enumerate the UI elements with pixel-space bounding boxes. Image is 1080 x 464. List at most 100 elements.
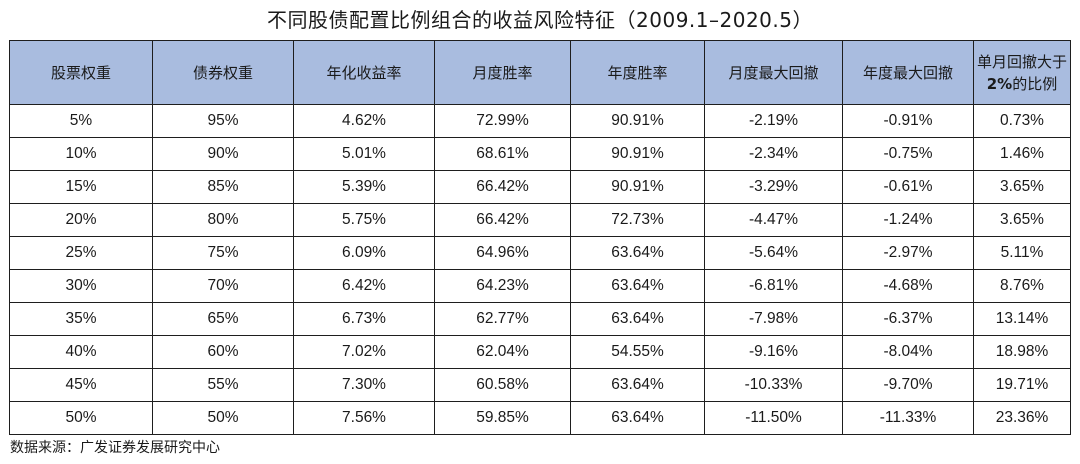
cell-monthly-max-drawdown: -5.64% [704,236,843,270]
table-row: 5% 95% 4.62% 72.99% 90.91% -2.19% -0.91% 0.73% [9,104,1071,138]
cell-bond-weight: 80% [152,203,294,237]
cell-annual-win-rate: 63.64% [570,302,705,336]
cell-monthly-max-drawdown: -9.16% [704,335,843,369]
header-monthly-win-rate: 月度胜率 [434,40,571,105]
header-monthly-max-drawdown: 月度最大回撤 [704,40,843,105]
cell-annual-win-rate: 72.73% [570,203,705,237]
cell-annual-return: 7.02% [293,335,435,369]
cell-annual-return: 5.75% [293,203,435,237]
cell-stock-weight: 10% [9,137,153,171]
table-row: 25% 75% 6.09% 64.96% 63.64% -5.64% -2.97% 5.11% [9,236,1071,270]
cell-monthly-max-drawdown: -2.34% [704,137,843,171]
cell-monthly-win-rate: 64.96% [434,236,571,270]
header-last-bold: 2% [986,74,1013,93]
header-annual-max-drawdown: 年度最大回撤 [842,40,974,105]
cell-drawdown-over-2pct-ratio: 5.11% [973,236,1071,270]
cell-stock-weight: 30% [9,269,153,303]
table-row: 40% 60% 7.02% 62.04% 54.55% -9.16% -8.04% 18.98… [9,335,1071,369]
cell-stock-weight: 35% [9,302,153,336]
cell-annual-win-rate: 63.64% [570,401,705,435]
cell-monthly-win-rate: 64.23% [434,269,571,303]
cell-annual-return: 6.42% [293,269,435,303]
cell-stock-weight: 40% [9,335,153,369]
cell-bond-weight: 60% [152,335,294,369]
cell-annual-max-drawdown: -2.97% [842,236,974,270]
cell-annual-return: 6.73% [293,302,435,336]
cell-annual-max-drawdown: -8.04% [842,335,974,369]
cell-annual-return: 4.62% [293,104,435,138]
allocation-table: 股票权重 债券权重 年化收益率 月度胜率 年度胜率 月度最大回撤 年度最大回撤 … [9,40,1071,435]
header-last-rest: 的比例 [1012,74,1058,93]
table-row: 15% 85% 5.39% 66.42% 90.91% -3.29% -0.61% 3.65% [9,170,1071,204]
cell-monthly-max-drawdown: -4.47% [704,203,843,237]
cell-drawdown-over-2pct-ratio: 3.65% [973,203,1071,237]
cell-monthly-win-rate: 62.04% [434,335,571,369]
cell-annual-max-drawdown: -4.68% [842,269,974,303]
cell-annual-win-rate: 63.64% [570,236,705,270]
header-annual-return: 年化收益率 [293,40,435,105]
cell-bond-weight: 95% [152,104,294,138]
cell-drawdown-over-2pct-ratio: 3.65% [973,170,1071,204]
cell-annual-win-rate: 63.64% [570,269,705,303]
table-header: 股票权重 债券权重 年化收益率 月度胜率 年度胜率 月度最大回撤 年度最大回撤 … [9,40,1071,105]
header-annual-win-rate: 年度胜率 [570,40,705,105]
table-row: 30% 70% 6.42% 64.23% 63.64% -6.81% -4.68% 8.76% [9,269,1071,303]
table-row: 10% 90% 5.01% 68.61% 90.91% -2.34% -0.75% 1.46% [9,137,1071,171]
header-stock-weight: 股票权重 [9,40,153,105]
cell-drawdown-over-2pct-ratio: 13.14% [973,302,1071,336]
cell-bond-weight: 90% [152,137,294,171]
cell-drawdown-over-2pct-ratio: 1.46% [973,137,1071,171]
header-bond-weight: 债券权重 [152,40,294,105]
cell-monthly-max-drawdown: -2.19% [704,104,843,138]
table-row: 45% 55% 7.30% 60.58% 63.64% -10.33% -9.70% 19.7… [9,368,1071,402]
cell-monthly-win-rate: 62.77% [434,302,571,336]
header-last-line1: 单月回撤大于 [976,52,1067,71]
cell-annual-max-drawdown: -0.61% [842,170,974,204]
cell-bond-weight: 75% [152,236,294,270]
cell-annual-return: 7.30% [293,368,435,402]
cell-annual-win-rate: 90.91% [570,137,705,171]
cell-annual-return: 5.01% [293,137,435,171]
table-row: 50% 50% 7.56% 59.85% 63.64% -11.50% -11.33% 23.… [9,401,1071,435]
cell-stock-weight: 45% [9,368,153,402]
cell-monthly-max-drawdown: -6.81% [704,269,843,303]
cell-bond-weight: 85% [152,170,294,204]
cell-monthly-win-rate: 59.85% [434,401,571,435]
cell-annual-max-drawdown: -6.37% [842,302,974,336]
cell-drawdown-over-2pct-ratio: 18.98% [973,335,1071,369]
cell-bond-weight: 50% [152,401,294,435]
cell-annual-max-drawdown: -0.75% [842,137,974,171]
header-row: 股票权重 债券权重 年化收益率 月度胜率 年度胜率 月度最大回撤 年度最大回撤 … [9,40,1071,105]
cell-annual-max-drawdown: -0.91% [842,104,974,138]
cell-annual-win-rate: 63.64% [570,368,705,402]
cell-annual-max-drawdown: -1.24% [842,203,974,237]
cell-stock-weight: 15% [9,170,153,204]
cell-stock-weight: 50% [9,401,153,435]
cell-bond-weight: 65% [152,302,294,336]
cell-annual-win-rate: 90.91% [570,104,705,138]
cell-drawdown-over-2pct-ratio: 23.36% [973,401,1071,435]
cell-monthly-win-rate: 68.61% [434,137,571,171]
table-body: 5% 95% 4.62% 72.99% 90.91% -2.19% -0.91% 0.73% 1… [9,104,1071,435]
cell-annual-return: 6.09% [293,236,435,270]
cell-drawdown-over-2pct-ratio: 19.71% [973,368,1071,402]
cell-annual-max-drawdown: -11.33% [842,401,974,435]
cell-monthly-win-rate: 66.42% [434,170,571,204]
table-row: 20% 80% 5.75% 66.42% 72.73% -4.47% -1.24% 3.65% [9,203,1071,237]
cell-monthly-max-drawdown: -3.29% [704,170,843,204]
cell-stock-weight: 25% [9,236,153,270]
cell-bond-weight: 55% [152,368,294,402]
cell-drawdown-over-2pct-ratio: 0.73% [973,104,1071,138]
cell-monthly-win-rate: 60.58% [434,368,571,402]
header-drawdown-over-2pct-ratio: 单月回撤大于 2%的比例 [973,40,1071,105]
table-row: 35% 65% 6.73% 62.77% 63.64% -7.98% -6.37% 13.14… [9,302,1071,336]
cell-monthly-win-rate: 72.99% [434,104,571,138]
cell-annual-max-drawdown: -9.70% [842,368,974,402]
cell-monthly-max-drawdown: -10.33% [704,368,843,402]
table-title: 不同股债配置比例组合的收益风险特征（2009.1–2020.5） [267,8,813,32]
cell-stock-weight: 5% [9,104,153,138]
cell-bond-weight: 70% [152,269,294,303]
cell-annual-win-rate: 90.91% [570,170,705,204]
cell-monthly-max-drawdown: -7.98% [704,302,843,336]
cell-monthly-max-drawdown: -11.50% [704,401,843,435]
